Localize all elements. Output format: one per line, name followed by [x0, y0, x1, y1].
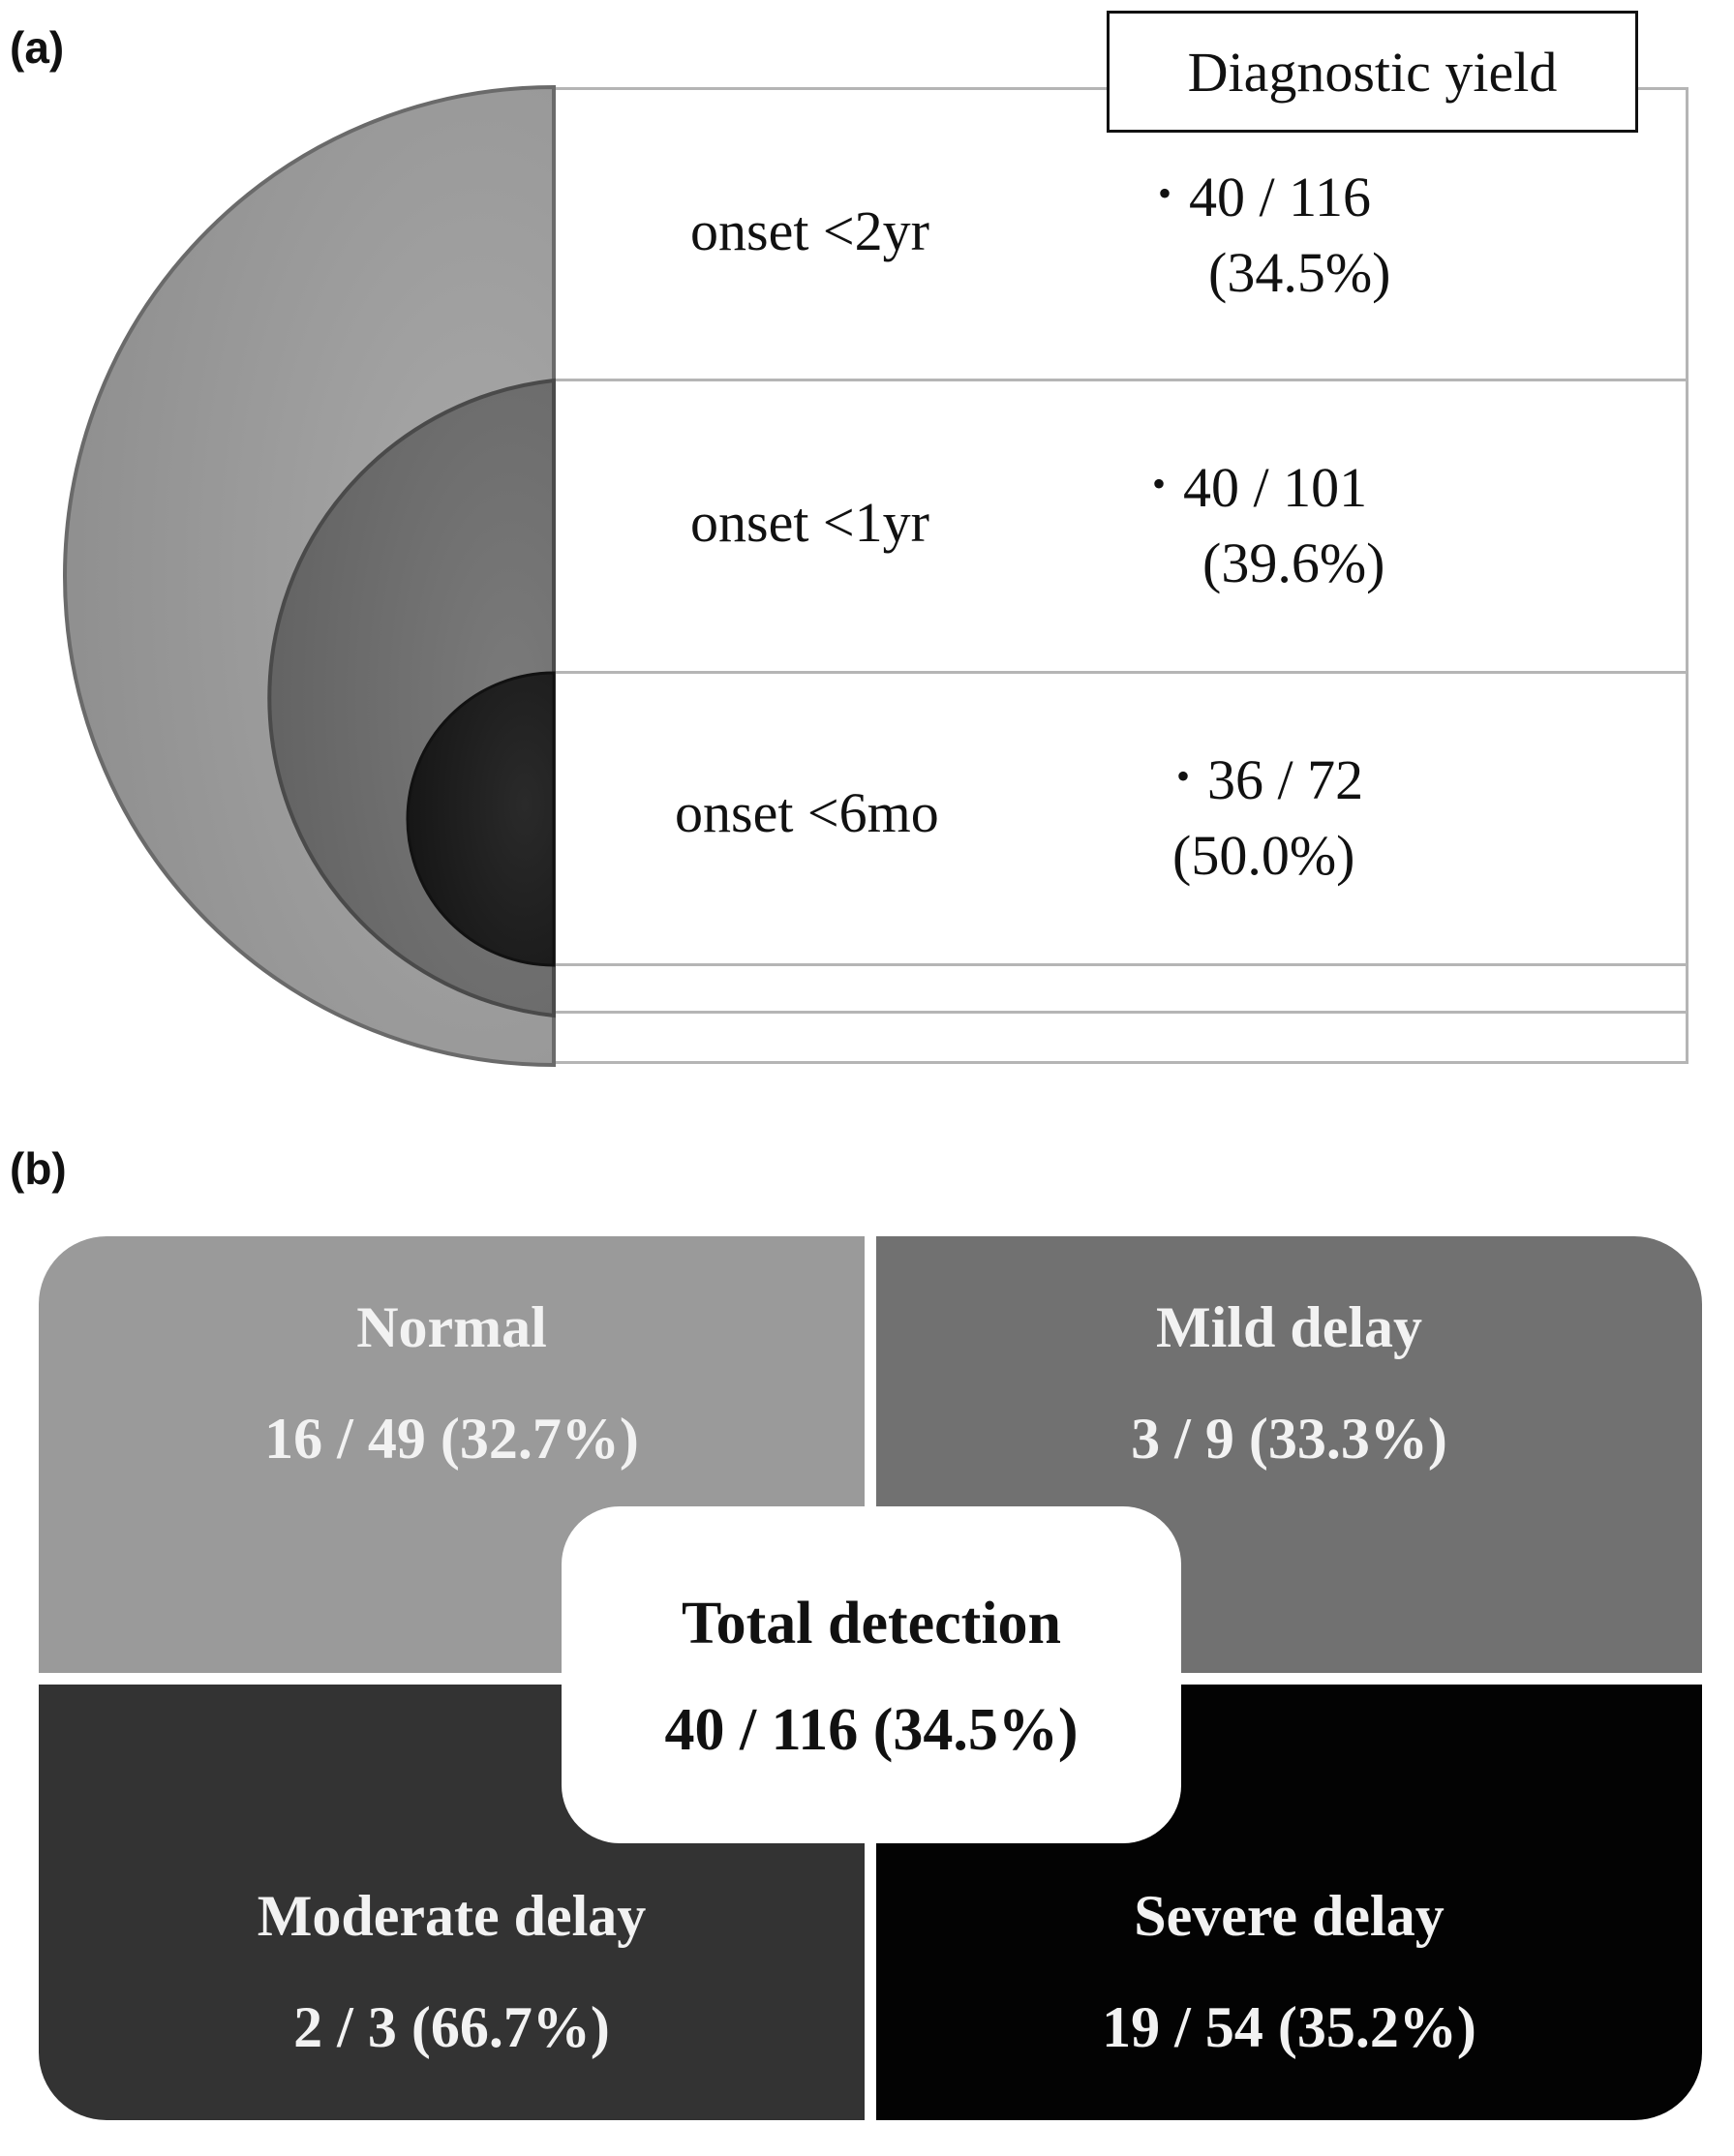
total-detection-title: Total detection [681, 1591, 1062, 1656]
total-detection-value: 40 / 116 (34.5%) [664, 1697, 1079, 1763]
yield-2yr: • 40 / 116 (34.5%) [1158, 163, 1390, 308]
inner-semicircle [406, 671, 556, 967]
yield-fraction-2yr: 40 / 116 [1189, 166, 1371, 228]
bullet-icon: • [1176, 754, 1191, 798]
panel-a-label: (a) [10, 22, 65, 73]
onset-label-6mo: onset <6mo [675, 781, 939, 844]
quadrant-title: Normal [356, 1295, 547, 1359]
quadrant-value: 2 / 3 (66.7%) [293, 1995, 610, 2059]
row-frame-1yr [552, 379, 1688, 674]
bullet-icon: • [1158, 171, 1172, 215]
yield-percent-2yr: (34.5%) [1208, 241, 1391, 304]
quadrant-title: Mild delay [1155, 1295, 1422, 1359]
bullet-icon: • [1152, 462, 1167, 505]
yield-percent-6mo: (50.0%) [1172, 824, 1355, 887]
row-frame-spacer-1 [552, 963, 1688, 1014]
quadrant-normal: Normal 16 / 49 (32.7%) [39, 1236, 865, 1673]
yield-fraction-6mo: 36 / 72 [1207, 748, 1364, 811]
yield-fraction-1yr: 40 / 101 [1183, 456, 1368, 519]
quadrant-title: Severe delay [1134, 1884, 1445, 1948]
diagnostic-yield-header: Diagnostic yield [1107, 11, 1638, 133]
row-frame-spacer-2 [552, 1011, 1688, 1064]
onset-label-2yr: onset <2yr [690, 199, 929, 262]
yield-1yr: • 40 / 101 (39.6%) [1152, 453, 1384, 598]
yield-percent-1yr: (39.6%) [1202, 531, 1385, 594]
yield-6mo: • 36 / 72 (50.0%) [1172, 745, 1382, 891]
total-detection-box: Total detection 40 / 116 (34.5%) [562, 1506, 1181, 1843]
quadrant-value: 3 / 9 (33.3%) [1131, 1407, 1447, 1471]
row-frame-6mo [552, 671, 1688, 966]
quadrant-value: 19 / 54 (35.2%) [1102, 1995, 1476, 2059]
quadrant-title: Moderate delay [257, 1884, 647, 1948]
row-frame-2yr [552, 87, 1688, 381]
quadrant-value: 16 / 49 (32.7%) [264, 1407, 639, 1471]
onset-label-1yr: onset <1yr [690, 491, 929, 554]
concentric-semicircles [63, 84, 556, 1068]
panel-b-label: (b) [10, 1143, 67, 1194]
